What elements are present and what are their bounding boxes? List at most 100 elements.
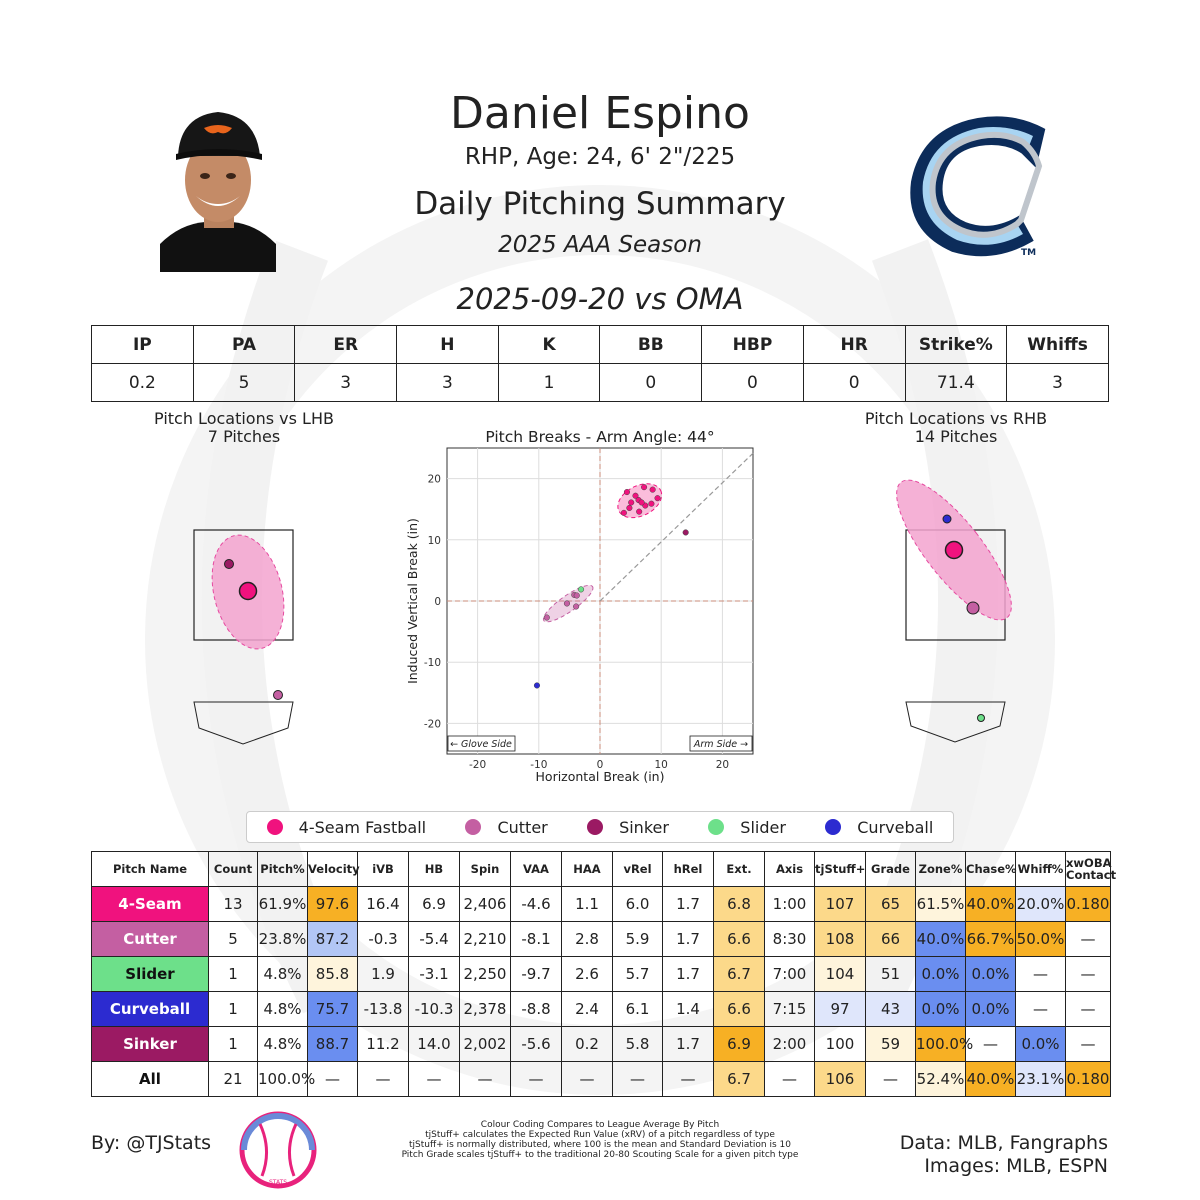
logo-text: STATS [269, 1179, 287, 1186]
stat-value: 71.4 [904, 363, 1008, 402]
stat-value: 1 [497, 363, 601, 402]
metric-cell: 52.4% [915, 1061, 966, 1097]
table-row: Slider 1 4.8% 85.8 1.9 -3.1 2,250 -9.7 2.6 5.7 1.7… [91, 956, 1111, 992]
metric-cell: 6.0 [612, 886, 663, 922]
note-line: Colour Coding Compares to League Average… [480, 1120, 720, 1130]
metric-cell: 51 [865, 956, 916, 992]
metric-cell: -10.3 [408, 991, 460, 1027]
metric-cell: 40.0% [965, 886, 1016, 922]
metric-cell: 4.8% [257, 956, 308, 992]
table-row: 4-Seam 13 61.9% 97.6 16.4 6.9 2,406 -4.6 1.1 6.0 1… [91, 886, 1111, 922]
table-row: Cutter 5 23.8% 87.2 -0.3 -5.4 2,210 -8.1 2.8 5.9 1… [91, 921, 1111, 957]
metric-cell: 1.7 [662, 1026, 714, 1062]
column-header: Chase% [965, 851, 1017, 887]
stat-value: 0.2 [91, 363, 194, 402]
metric-cell: 23.8% [257, 921, 308, 957]
legend-marker [825, 819, 842, 835]
metric-cell: 66 [865, 921, 916, 957]
pitch-point [543, 614, 550, 621]
metric-cell: 5.9 [612, 921, 663, 957]
metric-cell: 1.7 [662, 886, 714, 922]
metric-cell: 6.8 [713, 886, 765, 922]
metric-cell: 5.8 [612, 1026, 663, 1062]
metric-cell: 1:00 [764, 886, 815, 922]
home-plate [193, 701, 294, 745]
metric-cell: 1.4 [662, 991, 714, 1027]
pitch-point [626, 504, 633, 512]
metric-cell: 50.0% [1015, 921, 1066, 957]
legend-item: Slider [708, 818, 786, 837]
legend-marker [708, 819, 725, 835]
pitch-point [682, 529, 689, 536]
image-credit: Images: MLB, ESPN [924, 1155, 1108, 1177]
svg-text:TM: TM [1021, 248, 1036, 258]
stat-value: 3 [1006, 363, 1109, 402]
x-tick-label: 0 [597, 759, 604, 771]
stat-header: Whiffs [1006, 325, 1109, 364]
metric-cell: 59 [865, 1026, 916, 1062]
metric-cell: — [1065, 991, 1111, 1027]
legend-label: Slider [740, 817, 786, 837]
metric-cell: 14.0 [408, 1026, 460, 1062]
metric-cell: 5 [208, 921, 258, 957]
metric-cell: 2:00 [764, 1026, 815, 1062]
metric-cell: -9.7 [510, 956, 562, 992]
metric-cell: 0.0% [915, 956, 966, 992]
metric-cell: 8:30 [764, 921, 815, 957]
legend-label: Cutter [497, 817, 548, 837]
y-tick-label: 10 [428, 535, 441, 547]
metric-cell: -5.4 [408, 921, 460, 957]
metric-cell: 6.1 [612, 991, 663, 1027]
metric-cell: 4.8% [257, 991, 308, 1027]
note-line: tjStuff+ calculates the Expected Run Val… [425, 1130, 775, 1140]
metric-cell: 13 [208, 886, 258, 922]
pitch-name-cell: All [91, 1061, 209, 1097]
pitch-point [573, 592, 580, 599]
metric-cell: 0.2 [561, 1026, 613, 1062]
metric-cell: 1 [208, 1026, 258, 1062]
metric-cell: 5.7 [612, 956, 663, 992]
glove-side-label: ← Glove Side [450, 739, 512, 750]
stat-header: HBP [701, 325, 804, 364]
stat-header: Strike% [904, 325, 1008, 364]
column-header: Pitch% [257, 851, 308, 887]
metric-cell: 0.0% [915, 991, 966, 1027]
legend-marker [465, 819, 482, 835]
metric-cell: -5.6 [510, 1026, 562, 1062]
metric-cell: 1.7 [662, 956, 714, 992]
column-header: Axis [764, 851, 815, 887]
metric-cell: 2,406 [459, 886, 511, 922]
y-tick-label: -20 [424, 718, 441, 730]
metric-cell: 108 [814, 921, 866, 957]
column-header: iVB [357, 851, 409, 887]
metric-cell: 6.7 [713, 956, 765, 992]
legend-label: 4-Seam Fastball [298, 817, 427, 837]
metric-cell: 97.6 [307, 886, 358, 922]
metric-cell: 2,378 [459, 991, 511, 1027]
rhb-title-text: Pitch Locations vs RHB [864, 409, 1048, 428]
note-line: Pitch Grade scales tjStuff+ to the tradi… [401, 1150, 799, 1160]
legend-label: Curveball [857, 817, 934, 837]
pitch-point [577, 586, 585, 593]
metric-cell: 6.7 [713, 1061, 765, 1097]
legend-item: 4-Seam Fastball [266, 817, 427, 837]
metric-cell: 2.4 [561, 991, 613, 1027]
stat-value: 0 [701, 363, 804, 402]
metric-cell: 23.1% [1015, 1061, 1066, 1097]
metric-cell: 85.8 [307, 956, 358, 992]
pitch-point [641, 484, 648, 491]
x-tick-label: -10 [530, 759, 547, 771]
x-tick-label: 20 [716, 759, 729, 771]
y-tick-label: -10 [424, 657, 441, 669]
summary-title: Daily Pitching Summary [414, 186, 786, 222]
metric-cell: 100.0% [915, 1026, 973, 1062]
metric-cell: — [510, 1061, 562, 1097]
pitch-name-cell: Curveball [91, 991, 209, 1027]
glove-side-box [447, 735, 516, 752]
stat-header: BB [599, 325, 703, 364]
pitch-legend: 4-Seam Fastball Cutter Sinker Slider Curveba… [246, 811, 954, 843]
x-axis-label: Horizontal Break (in) [536, 769, 665, 784]
metric-cell: — [459, 1061, 511, 1097]
table-row: Sinker 1 4.8% 88.7 11.2 14.0 2,002 -5.6 0.2 5.8 1.… [91, 1026, 1111, 1062]
metric-cell: 0.180 [1065, 1061, 1111, 1097]
